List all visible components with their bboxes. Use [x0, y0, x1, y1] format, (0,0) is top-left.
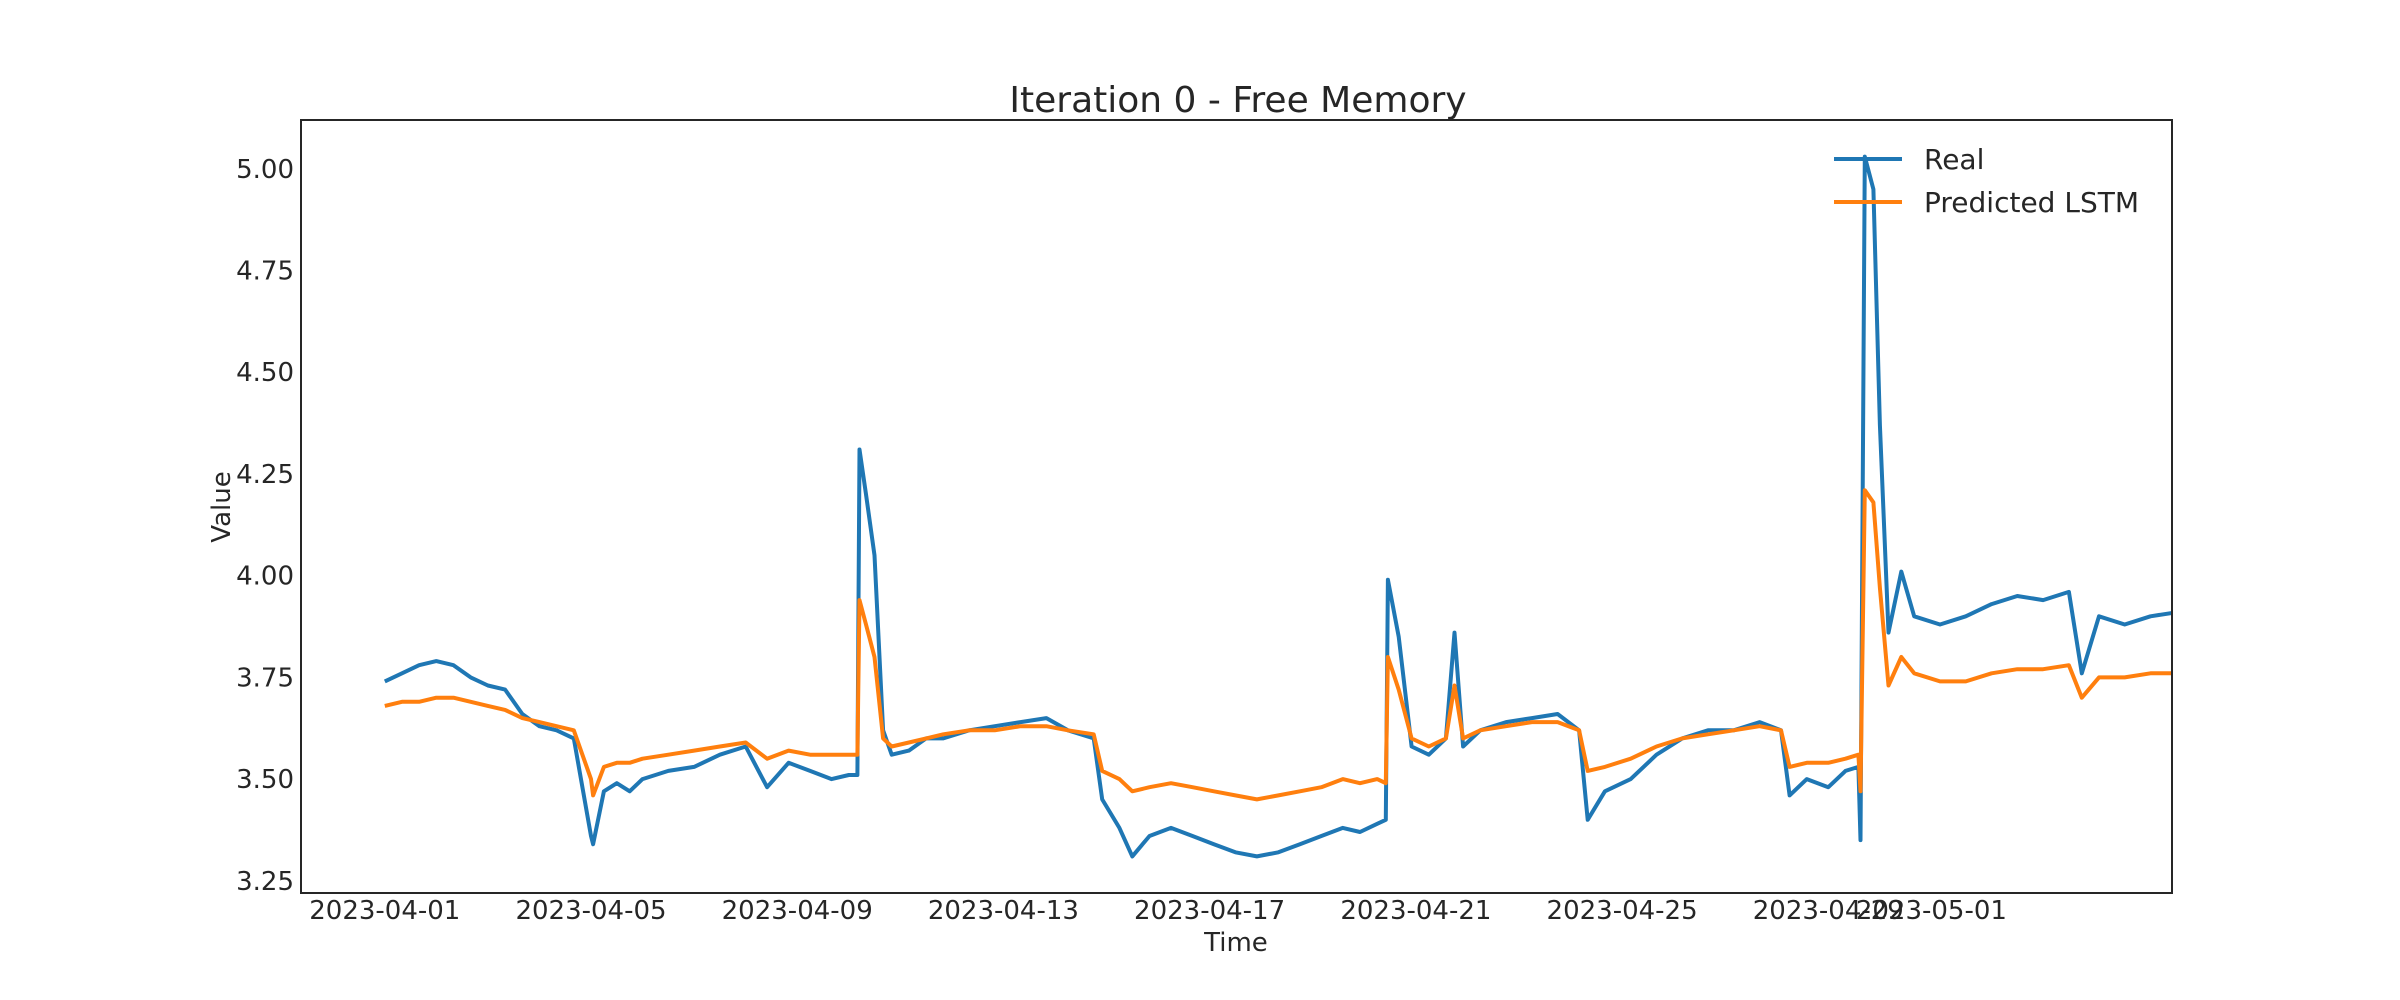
chart-title: Iteration 0 - Free Memory: [1009, 80, 1466, 121]
x-tick-label: 2023-05-01: [1856, 896, 2007, 926]
x-axis-title: Time: [1203, 928, 1268, 958]
y-tick-label: 4.25: [236, 460, 294, 490]
x-axis-ticks: 2023-04-01 2023-04-05 2023-04-09 2023-04-13…: [309, 896, 2007, 926]
y-tick-label: 3.75: [236, 663, 294, 693]
x-tick-label: 2023-04-29: [1753, 896, 1904, 926]
x-tick-label: 2023-04-09: [722, 896, 873, 926]
x-tick-label: 2023-04-17: [1134, 896, 1285, 926]
x-tick-label: 2023-04-21: [1340, 896, 1491, 926]
axes-frame: [300, 119, 2173, 894]
y-tick-label: 3.50: [236, 765, 294, 795]
legend: Real Predicted LSTM: [1834, 143, 2139, 219]
y-tick-label: 4.00: [236, 562, 294, 592]
series-line-real: [383, 154, 2172, 859]
x-tick-label: 2023-04-05: [515, 896, 666, 926]
legend-label-real: Real: [1924, 143, 1984, 176]
x-tick-label: 2023-04-13: [928, 896, 1079, 926]
y-axis-ticks: 3.25 3.50 3.75 4.00 4.25 4.50 4.75 5.00: [236, 155, 294, 897]
legend-label-predicted-lstm: Predicted LSTM: [1924, 186, 2139, 219]
x-tick-label: 2023-04-25: [1547, 896, 1698, 926]
y-axis-title: Value: [207, 471, 237, 542]
series-line-predicted-lstm: [384, 488, 2172, 802]
x-tick-label: 2023-04-01: [309, 896, 460, 926]
y-tick-label: 4.50: [236, 358, 294, 388]
plot-area: [383, 154, 2172, 859]
y-tick-label: 4.75: [236, 257, 294, 287]
y-tick-label: 5.00: [236, 155, 294, 185]
y-tick-label: 3.25: [236, 867, 294, 897]
